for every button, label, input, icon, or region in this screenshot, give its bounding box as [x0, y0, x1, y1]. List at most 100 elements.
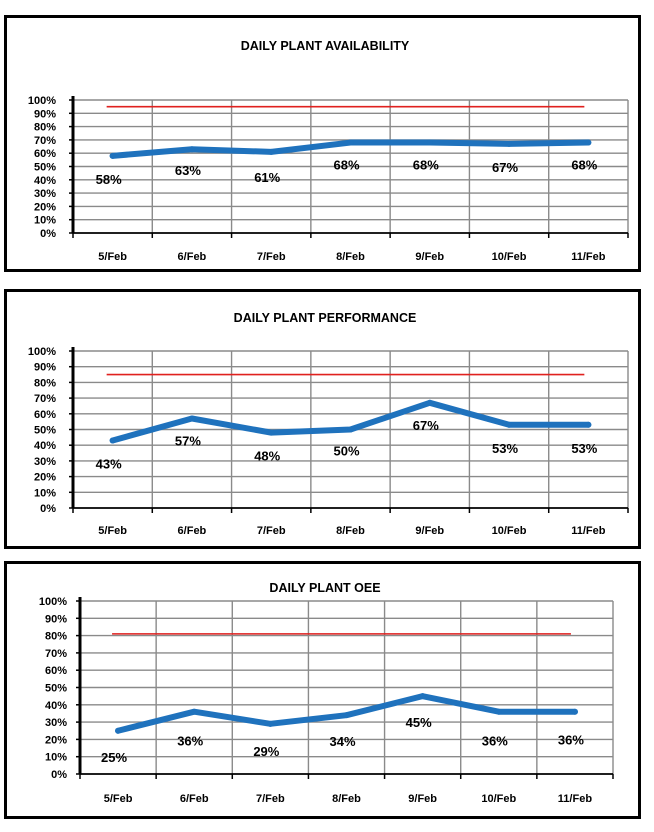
performance-y-tick-label: 50%	[34, 425, 56, 437]
availability-data-point	[109, 152, 116, 159]
performance-y-tick-label: 30%	[34, 456, 56, 468]
performance-data-label: 53%	[492, 441, 518, 456]
availability-y-tick-label: 80%	[34, 122, 56, 134]
availability-x-tick-label: 9/Feb	[415, 251, 444, 263]
oee-y-tick-label: 80%	[45, 631, 67, 643]
availability-data-point	[426, 139, 433, 146]
oee-x-tick-label: 7/Feb	[256, 793, 285, 805]
performance-data-point	[426, 399, 433, 406]
performance-x-tick-label: 7/Feb	[257, 525, 286, 537]
availability-data-point	[347, 139, 354, 146]
performance-data-label: 43%	[96, 456, 122, 471]
oee-data-point	[115, 727, 122, 734]
performance-data-label: 53%	[571, 441, 597, 456]
oee-y-tick-label: 40%	[45, 700, 67, 712]
availability-y-tick-label: 50%	[34, 162, 56, 174]
availability-data-point	[268, 148, 275, 155]
performance-x-tick-label: 5/Feb	[98, 525, 127, 537]
oee-chart: DAILY PLANT OEE 0% 10% 20% 30% 40% 50% 60% 70% 80…	[39, 581, 614, 805]
performance-y-tick-label: 20%	[34, 472, 56, 484]
availability-y-tick-label: 60%	[34, 148, 56, 160]
availability-data-label: 68%	[413, 158, 439, 173]
availability-chart-title: DAILY PLANT AVAILABILITY	[241, 39, 410, 53]
performance-x-tick-label: 6/Feb	[178, 525, 207, 537]
oee-data-label: 36%	[558, 733, 584, 748]
performance-data-point	[585, 421, 592, 428]
performance-y-tick-label: 100%	[28, 346, 56, 358]
availability-data-label: 67%	[492, 160, 518, 175]
availability-data-label: 61%	[254, 170, 280, 185]
oee-y-tick-label: 70%	[45, 648, 67, 660]
availability-y-tick-label: 40%	[34, 175, 56, 187]
availability-x-tick-label: 10/Feb	[492, 251, 527, 263]
performance-data-point	[188, 415, 195, 422]
oee-data-point	[495, 708, 502, 715]
oee-y-tick-label: 30%	[45, 717, 67, 729]
performance-y-tick-label: 80%	[34, 377, 56, 389]
oee-x-tick-label: 10/Feb	[481, 793, 516, 805]
performance-data-point	[506, 421, 513, 428]
performance-x-tick-label: 10/Feb	[492, 525, 527, 537]
availability-data-label: 58%	[96, 172, 122, 187]
availability-chart: DAILY PLANT AVAILABILITY 0%10% 20%30%40%50…	[28, 39, 629, 263]
oee-chart-title: DAILY PLANT OEE	[269, 581, 380, 595]
performance-y-tick-label: 40%	[34, 440, 56, 452]
availability-data-point	[506, 140, 513, 147]
oee-x-tick-label: 9/Feb	[408, 793, 437, 805]
oee-y-tick-label: 90%	[45, 613, 67, 625]
performance-data-label: 50%	[333, 444, 359, 459]
oee-data-label: 36%	[482, 734, 508, 749]
oee-chart-panel: DAILY PLANT OEE 0% 10% 20% 30% 40% 50% 60% 70% 80…	[4, 561, 641, 819]
availability-data-point	[188, 146, 195, 153]
oee-x-tick-label: 5/Feb	[104, 793, 133, 805]
performance-data-point	[109, 437, 116, 444]
oee-data-label: 29%	[253, 744, 279, 759]
oee-data-point	[343, 712, 350, 719]
availability-data-label: 68%	[571, 158, 597, 173]
oee-x-tick-label: 11/Feb	[558, 793, 593, 805]
availability-data-point	[585, 139, 592, 146]
oee-data-label: 36%	[177, 734, 203, 749]
availability-y-tick-label: 30%	[34, 188, 56, 200]
oee-y-tick-label: 50%	[45, 683, 67, 695]
performance-x-tick-label: 8/Feb	[336, 525, 365, 537]
performance-y-tick-label: 10%	[34, 487, 56, 499]
availability-y-tick-label: 70%	[34, 135, 56, 147]
oee-y-tick-label: 20%	[45, 734, 67, 746]
oee-y-tick-label: 10%	[45, 752, 67, 764]
oee-data-label: 34%	[329, 734, 355, 749]
performance-chart-title: DAILY PLANT PERFORMANCE	[234, 311, 417, 325]
availability-chart-panel: DAILY PLANT AVAILABILITY 0% 10% 20% 30% 40% 50…	[4, 15, 641, 272]
availability-x-tick-label: 8/Feb	[336, 251, 365, 263]
performance-chart-panel: DAILY PLANT PERFORMANCE 0% 10% 20% 30% 40% 50%…	[4, 289, 641, 549]
availability-x-tick-label: 7/Feb	[257, 251, 286, 263]
oee-x-tick-label: 8/Feb	[332, 793, 361, 805]
oee-data-point	[571, 708, 578, 715]
availability-y-tick-label: 20%	[34, 201, 56, 213]
availability-y-tick-label: 10%	[34, 215, 56, 227]
oee-data-point	[191, 708, 198, 715]
performance-chart: DAILY PLANT PERFORMANCE 0% 10% 20% 30% 40% 50%…	[28, 311, 629, 537]
performance-y-tick-label: 0%	[40, 503, 56, 515]
performance-data-point	[347, 426, 354, 433]
oee-y-tick-label: 100%	[39, 596, 67, 608]
performance-y-tick-label: 60%	[34, 409, 56, 421]
availability-y-tick-label: 100%	[28, 95, 56, 107]
performance-y-tick-label: 90%	[34, 362, 56, 374]
oee-x-tick-label: 6/Feb	[180, 793, 209, 805]
performance-x-tick-label: 9/Feb	[415, 525, 444, 537]
availability-y-tick-label: 90%	[34, 108, 56, 120]
availability-data-label: 63%	[175, 163, 201, 178]
availability-x-tick-label: 11/Feb	[571, 251, 606, 263]
oee-data-point	[419, 693, 426, 700]
oee-y-tick-label: 0%	[51, 769, 67, 781]
oee-data-label: 25%	[101, 750, 127, 765]
availability-x-tick-label: 5/Feb	[98, 251, 127, 263]
performance-data-label: 48%	[254, 449, 280, 464]
performance-data-label: 67%	[413, 418, 439, 433]
availability-x-tick-label: 6/Feb	[178, 251, 207, 263]
performance-y-tick-label: 70%	[34, 393, 56, 405]
availability-data-label: 68%	[333, 158, 359, 173]
performance-data-point	[268, 429, 275, 436]
oee-y-tick-label: 60%	[45, 665, 67, 677]
